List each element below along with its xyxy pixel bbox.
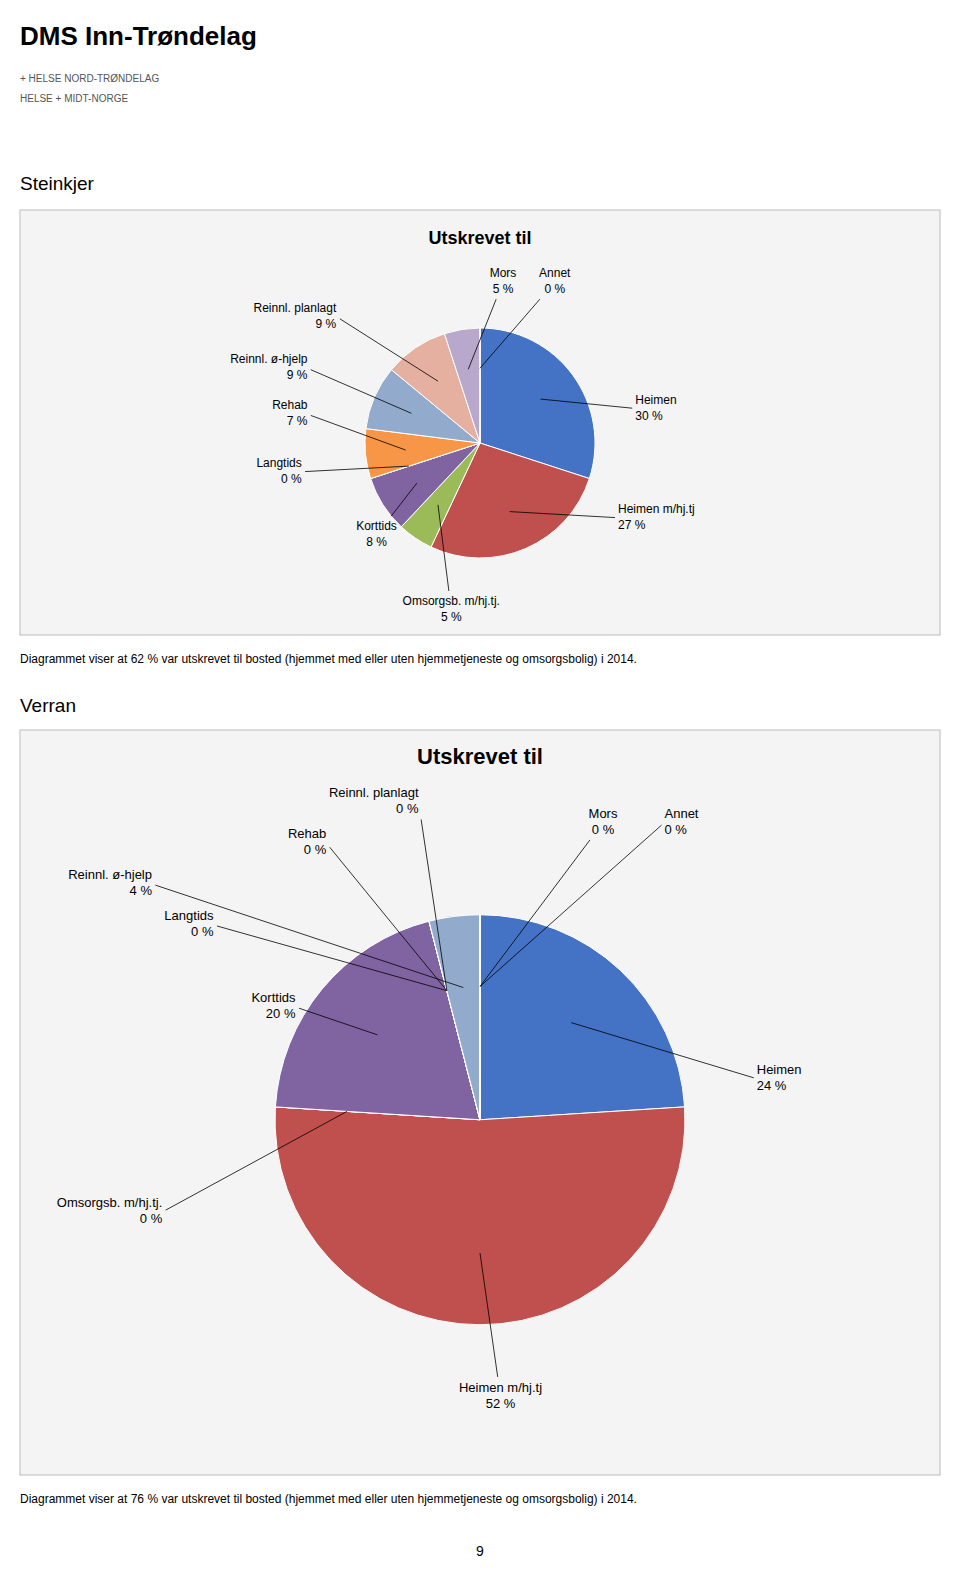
data-label-value: 0 % [191, 924, 214, 939]
pie [275, 915, 685, 1325]
data-labels: Heimen24 % Heimen m/hj.tj52 % Omsorgsb. m/… [57, 785, 802, 1411]
data-label-name: Reinnl. planlagt [329, 785, 419, 800]
leader-line [421, 819, 447, 990]
page-number: 9 [476, 1543, 484, 1559]
chart-box [20, 730, 940, 1475]
logo-text: HELSE + MIDT-NORGE [20, 93, 128, 104]
data-label-name: Reinnl. ø-hjelp [68, 867, 152, 882]
data-label-name: Korttids [251, 990, 296, 1005]
data-label-value: 30 % [635, 409, 663, 423]
data-label-value: 4 % [130, 883, 153, 898]
data-label-value: 5 % [493, 282, 514, 296]
leader-line [510, 512, 615, 518]
chart-note: Diagrammet viser at 62 % var utskrevet t… [20, 652, 637, 666]
leader-line [480, 840, 590, 987]
data-label-name: Langtids [164, 908, 214, 923]
leader-line [311, 415, 406, 450]
data-label-name: Omsorgsb. m/hj.tj. [403, 594, 500, 608]
data-label-name: Mors [589, 806, 618, 821]
leader-line [540, 399, 632, 408]
data-label-name: Korttids [356, 519, 397, 533]
leader-line [305, 466, 409, 471]
data-label-name: Heimen [635, 393, 676, 407]
page: DMS Inn-Trøndelag + HELSE NORD-TRØNDELAG H… [0, 0, 960, 1573]
leader-line [391, 483, 417, 516]
leader-line [217, 926, 447, 991]
data-label-value: 0 % [304, 842, 327, 857]
chart-title: Utskrevet til [428, 228, 531, 248]
data-label-name: Heimen m/hj.tj [618, 502, 695, 516]
data-label-name: Heimen m/hj.tj [459, 1380, 542, 1395]
data-label-value: 0 % [665, 822, 688, 837]
data-label-value: 5 % [441, 610, 462, 624]
leader-line [330, 847, 447, 990]
data-label-value: 27 % [618, 518, 646, 532]
data-label-value: 0 % [592, 822, 615, 837]
data-label-value: 52 % [486, 1396, 516, 1411]
data-label-name: Annet [665, 806, 699, 821]
data-label-value: 0 % [396, 801, 419, 816]
leader-line [480, 825, 662, 986]
logo-text: + HELSE NORD-TRØNDELAG [20, 73, 159, 84]
section-title: Verran [20, 695, 76, 716]
header-title: DMS Inn-Trøndelag [20, 21, 257, 51]
pie-slice [480, 915, 481, 1120]
pie-slice [480, 328, 481, 443]
data-label-value: 0 % [544, 282, 565, 296]
leader-line [480, 299, 540, 368]
data-label-name: Annet [539, 266, 571, 280]
pie-slice [429, 915, 480, 1120]
leader-line [340, 319, 438, 381]
leader-line [155, 885, 463, 987]
data-label-name: Rehab [288, 826, 326, 841]
pie-slice [444, 328, 480, 443]
data-label-name: Reinnl. planlagt [254, 301, 337, 315]
leader-line [480, 1253, 498, 1377]
leader-line [468, 299, 496, 369]
leader-line [299, 1008, 377, 1035]
leader-line [571, 1023, 754, 1078]
data-label-value: 9 % [316, 317, 337, 331]
chart: Steinkjer Utskrevet til Heimen 30 % Heimen m… [20, 173, 940, 666]
leader-line [166, 1111, 347, 1210]
data-label-name: Reinnl. ø-hjelp [230, 352, 308, 366]
data-label-name: Rehab [272, 398, 308, 412]
data-label-value: 0 % [140, 1211, 163, 1226]
data-label-value: 0 % [281, 472, 302, 486]
data-label-value: 7 % [287, 414, 308, 428]
data-label-value: 24 % [757, 1078, 787, 1093]
pie-slice [480, 915, 481, 1120]
data-label-name: Langtids [256, 456, 301, 470]
pie-slice [275, 1107, 685, 1325]
leader-line [311, 370, 412, 414]
data-label-name: Mors [490, 266, 517, 280]
data-label-name: Heimen [757, 1062, 802, 1077]
chart-note: Diagrammet viser at 76 % var utskrevet t… [20, 1492, 637, 1506]
data-label-value: 9 % [287, 368, 308, 382]
data-labels: Heimen 30 % Heimen m/hj.tj 27 % Omsorgsb. m/… [230, 266, 695, 624]
leader-line [438, 505, 449, 591]
section-title: Steinkjer [20, 173, 95, 194]
data-label-value: 8 % [366, 535, 387, 549]
data-label-value: 20 % [266, 1006, 296, 1021]
data-label-name: Omsorgsb. m/hj.tj. [57, 1195, 162, 1210]
chart-box [20, 210, 940, 635]
chart: Verran Utskrevet til Heimen24 % Heimen m/hj… [20, 695, 940, 1506]
chart-title: Utskrevet til [417, 744, 543, 769]
pie [365, 328, 595, 558]
